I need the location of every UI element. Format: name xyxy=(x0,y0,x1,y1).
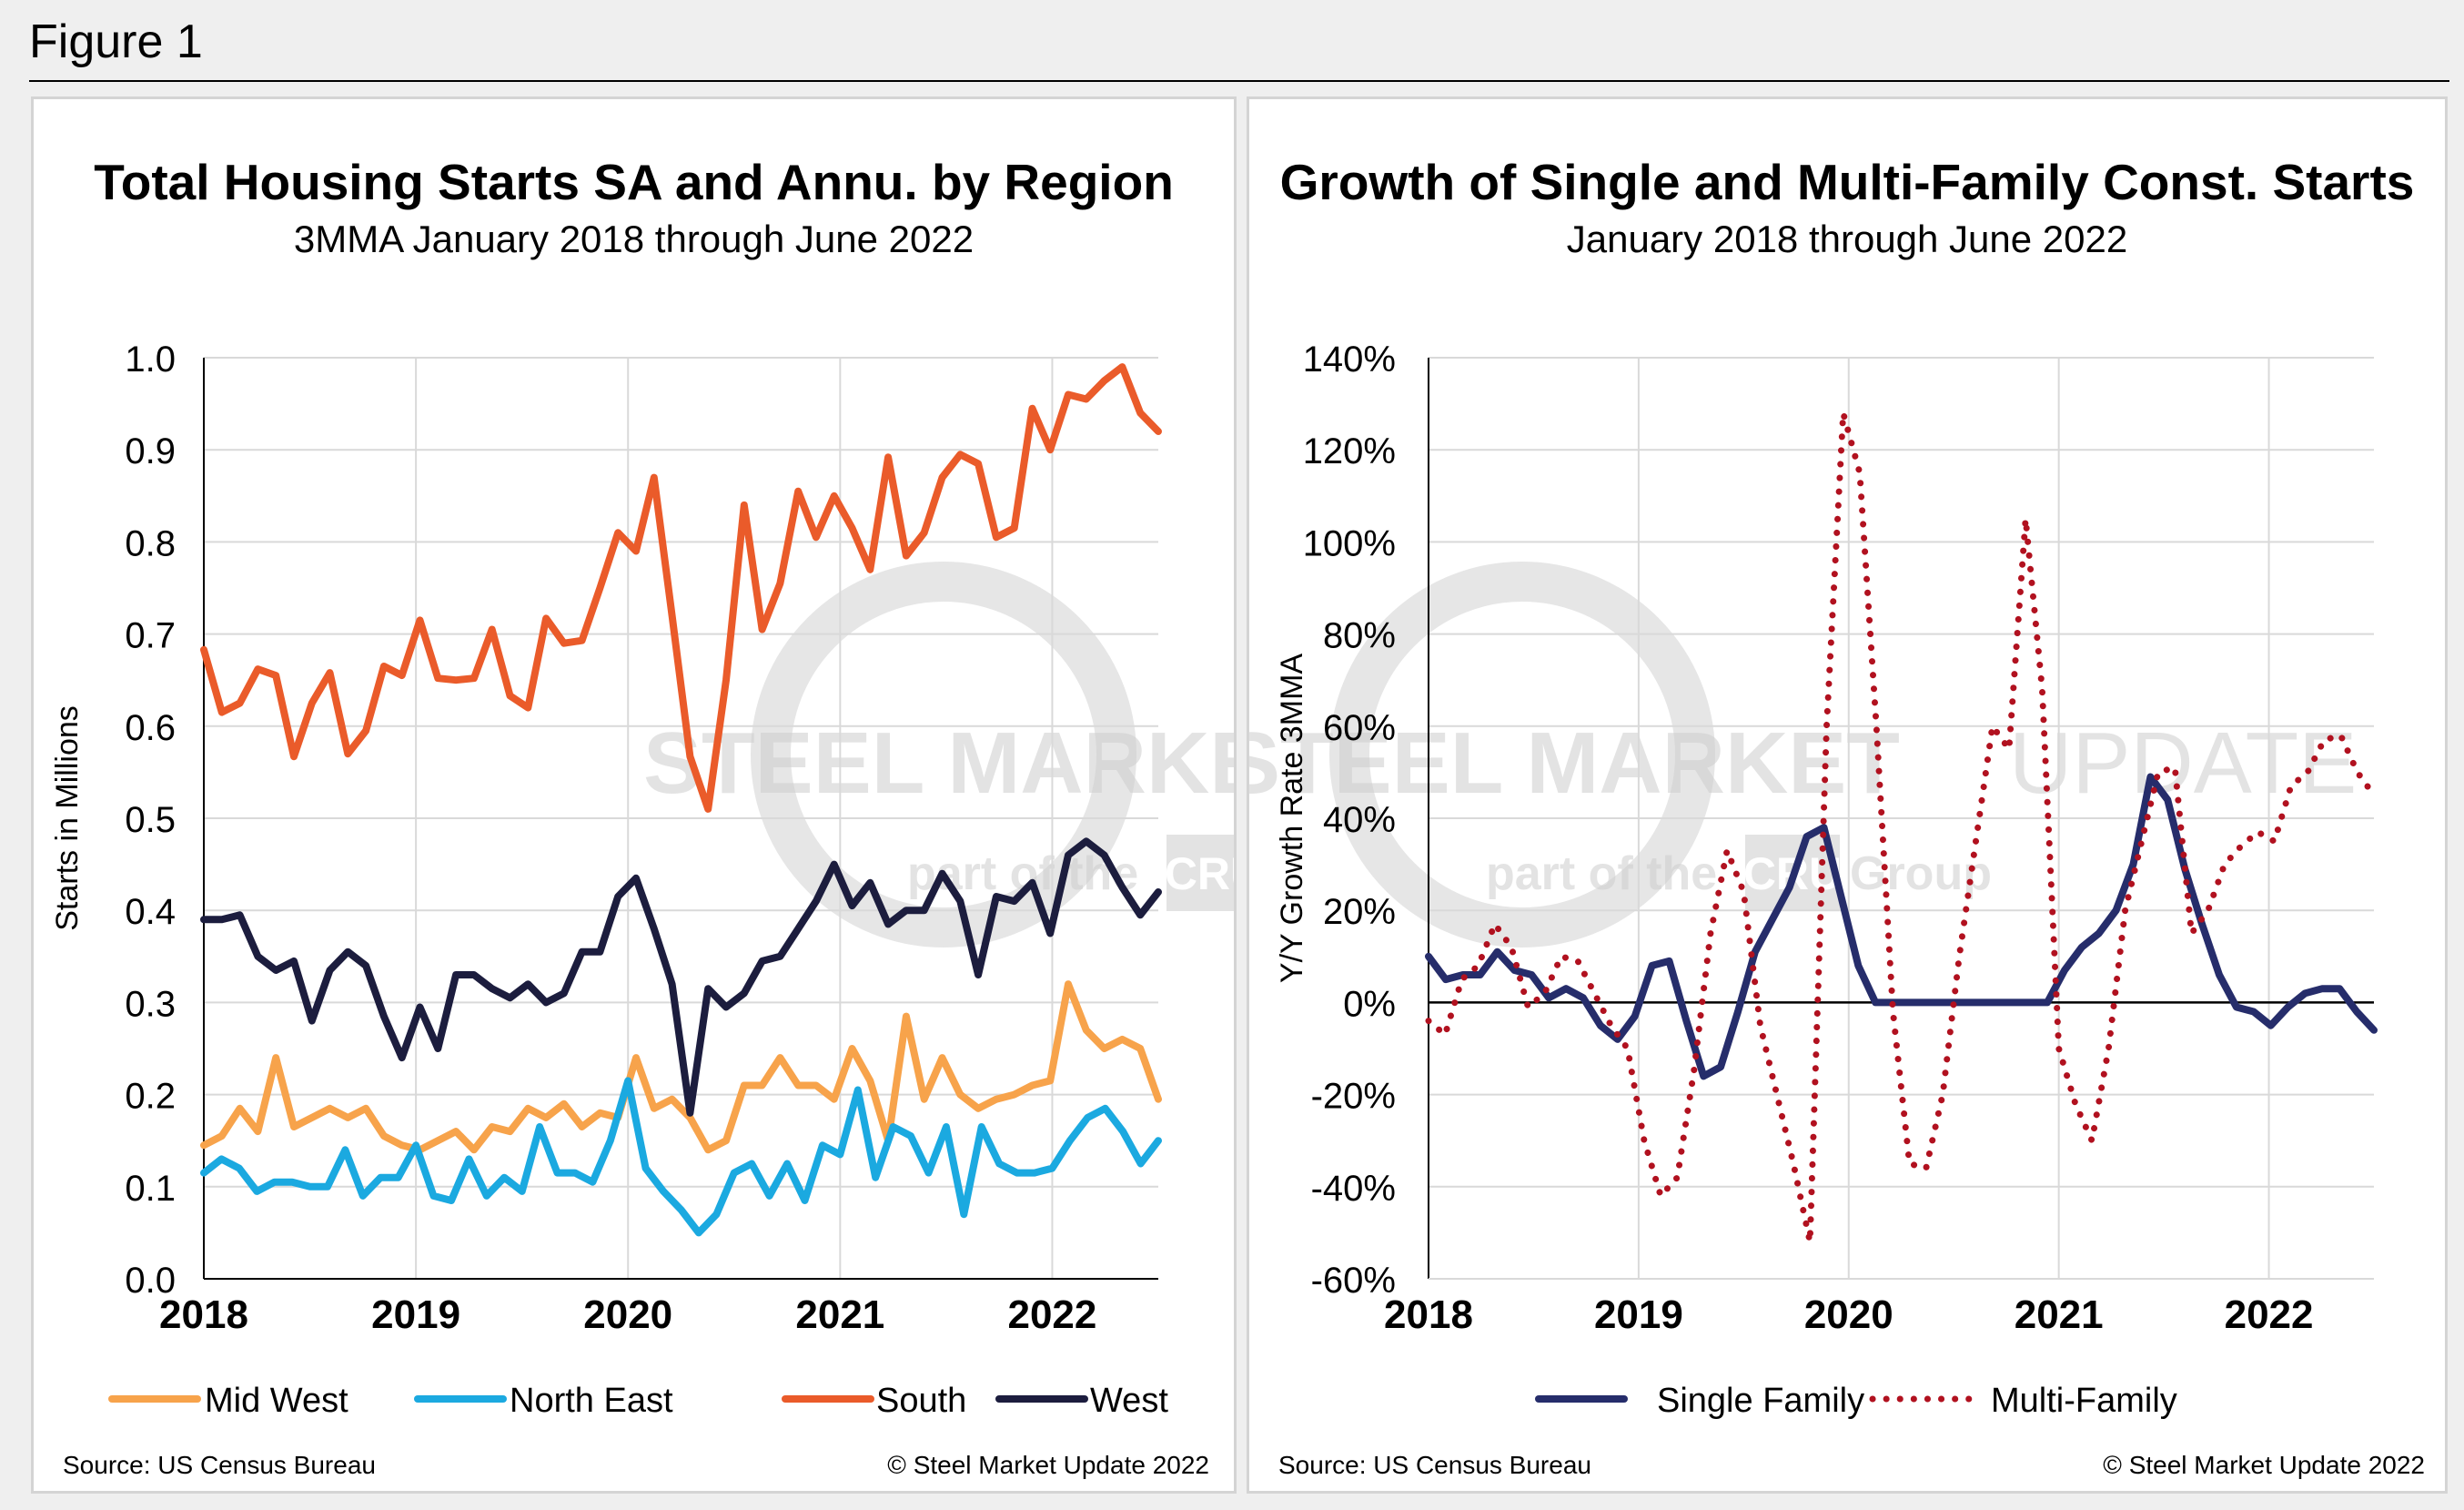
legend-label: Multi-Family xyxy=(1991,1382,2177,1420)
y-tick-label: 0% xyxy=(1343,984,1396,1024)
y-axis-label: Y/Y Growth Rate 3MMA xyxy=(1275,654,1309,983)
y-tick-label: 0.2 xyxy=(125,1077,176,1117)
y-tick-label: 140% xyxy=(1303,339,1396,380)
y-tick-label: 20% xyxy=(1323,892,1396,932)
y-tick-label: 0.9 xyxy=(125,431,176,471)
series-line-west xyxy=(200,837,1162,1117)
figure-title-rule xyxy=(29,80,2449,82)
y-tick-label: 60% xyxy=(1323,708,1396,748)
growth-chart: Growth of Single and Multi-Family Const.… xyxy=(1249,154,2425,1479)
y-tick-label: 40% xyxy=(1323,800,1396,840)
watermark-text: STEEL MARKET xyxy=(1249,714,1900,812)
watermark-text: STEEL MARKET xyxy=(643,714,1234,812)
watermark-text: CRU xyxy=(1165,848,1234,899)
watermark-text: UPDATE xyxy=(2009,714,2357,812)
x-tick-label: 2018 xyxy=(1384,1292,1473,1337)
y-tick-label: -60% xyxy=(1311,1261,1396,1301)
chart-title: Total Housing Starts SA and Annu. by Reg… xyxy=(94,154,1174,210)
right-chart-panel: Growth of Single and Multi-Family Const.… xyxy=(1247,96,2448,1494)
watermark-arc xyxy=(1329,562,1715,948)
housing-starts-chart: Total Housing Starts SA and Annu. by Reg… xyxy=(50,154,1234,1479)
x-tick-label: 2021 xyxy=(2015,1292,2104,1337)
x-tick-label: 2020 xyxy=(1804,1292,1893,1337)
y-tick-label: 120% xyxy=(1303,431,1396,471)
x-tick-label: 2020 xyxy=(583,1292,672,1337)
chart-subtitle: January 2018 through June 2022 xyxy=(1567,218,2128,260)
copyright-note: © Steel Market Update 2022 xyxy=(887,1451,1209,1479)
series-line-north-east xyxy=(200,1077,1162,1237)
legend-label: Single Family xyxy=(1657,1382,1864,1420)
legend-label: North East xyxy=(510,1382,673,1420)
watermark-arc xyxy=(751,562,1136,948)
chart-title: Growth of Single and Multi-Family Const.… xyxy=(1280,154,2415,210)
x-tick-label: 2022 xyxy=(1007,1292,1096,1337)
y-tick-label: 0.1 xyxy=(125,1169,176,1209)
figure-title: Figure 1 xyxy=(29,15,203,68)
x-tick-label: 2019 xyxy=(371,1292,460,1337)
legend-label: South xyxy=(876,1382,966,1420)
x-tick-label: 2021 xyxy=(795,1292,884,1337)
x-tick-label: 2019 xyxy=(1594,1292,1683,1337)
y-tick-label: 0.8 xyxy=(125,523,176,563)
watermark-text: part of the xyxy=(1486,847,1717,900)
y-tick-label: 0.4 xyxy=(125,892,176,932)
y-tick-label: 0.0 xyxy=(125,1261,176,1301)
y-tick-label: 0.7 xyxy=(125,616,176,656)
series-line-multi-family xyxy=(1425,410,2378,1245)
series-line-mid-west xyxy=(200,980,1162,1154)
y-tick-label: -20% xyxy=(1311,1077,1396,1117)
y-tick-label: 0.6 xyxy=(125,708,176,748)
y-tick-label: -40% xyxy=(1311,1169,1396,1209)
legend-label: Mid West xyxy=(205,1382,348,1420)
y-tick-label: 0.5 xyxy=(125,800,176,840)
source-note: Source: US Census Bureau xyxy=(63,1451,376,1479)
x-tick-label: 2022 xyxy=(2225,1292,2314,1337)
watermark-text: Group xyxy=(1850,847,1992,900)
series-line-south xyxy=(200,363,1162,813)
y-tick-label: 100% xyxy=(1303,523,1396,563)
left-chart-panel: Total Housing Starts SA and Annu. by Reg… xyxy=(31,96,1237,1494)
chart-subtitle: 3MMA January 2018 through June 2022 xyxy=(294,218,974,260)
x-tick-label: 2018 xyxy=(159,1292,248,1337)
watermark-logo-box xyxy=(1166,835,1234,911)
y-tick-label: 80% xyxy=(1323,616,1396,656)
copyright-note: © Steel Market Update 2022 xyxy=(2103,1451,2425,1479)
y-tick-label: 0.3 xyxy=(125,984,176,1024)
legend-label: West xyxy=(1090,1382,1168,1420)
y-axis-label: Starts in Millions xyxy=(50,705,85,931)
series-line-single-family xyxy=(1425,773,2378,1080)
source-note: Source: US Census Bureau xyxy=(1278,1451,1591,1479)
y-tick-label: 1.0 xyxy=(125,339,176,380)
